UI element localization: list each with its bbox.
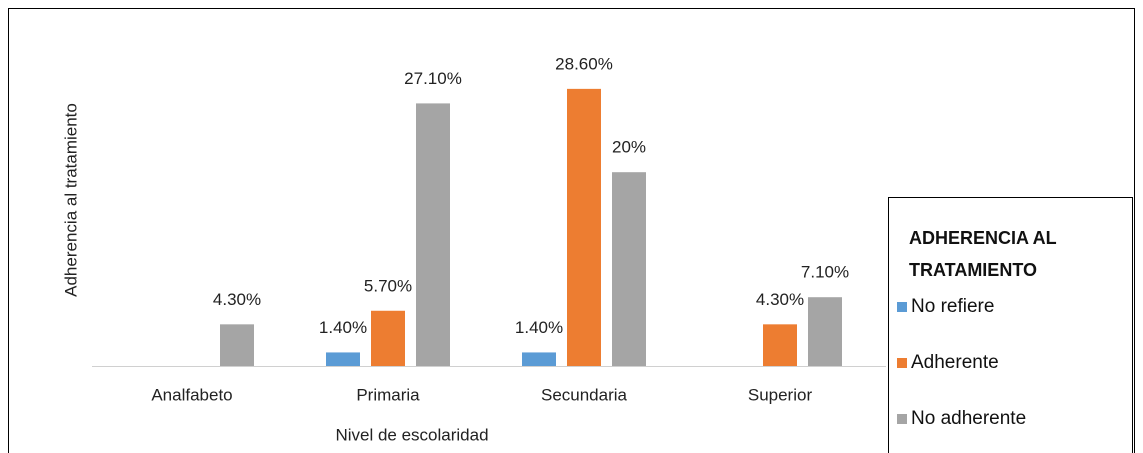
- legend-label: No adherente: [911, 408, 1027, 429]
- x-tick-label: Primaria: [356, 385, 420, 404]
- legend-label: No refiere: [911, 296, 995, 317]
- bar: [612, 172, 646, 366]
- bar: [567, 88, 601, 366]
- data-label: 7.10%: [801, 263, 849, 282]
- bar: [763, 324, 797, 366]
- data-label: 28.60%: [555, 54, 613, 73]
- data-label: 5.70%: [364, 276, 412, 295]
- bar: [220, 324, 254, 366]
- data-label: 4.30%: [756, 290, 804, 309]
- x-tick-label: Secundaria: [541, 385, 628, 404]
- data-label: 1.40%: [319, 318, 367, 337]
- y-axis-label: Adherencia al tratamiento: [61, 103, 80, 297]
- x-tick-label: Analfabeto: [151, 385, 232, 404]
- chart-border: [8, 8, 1135, 453]
- legend-entry: No adherente: [897, 408, 1026, 430]
- bar: [808, 297, 842, 366]
- bar: [371, 310, 405, 366]
- x-tick-label: Superior: [748, 385, 813, 404]
- data-label: 27.10%: [404, 69, 462, 88]
- data-label: 1.40%: [515, 318, 563, 337]
- legend-swatch: [897, 414, 907, 424]
- legend: ADHERENCIA AL TRATAMIENTO No refiere Adhe…: [888, 197, 1133, 453]
- legend-entry: Adherente: [897, 352, 999, 374]
- legend-swatch: [897, 302, 907, 312]
- data-label: 4.30%: [213, 290, 261, 309]
- legend-label: Adherente: [911, 352, 999, 373]
- bar: [326, 352, 360, 366]
- legend-title: ADHERENCIA AL TRATAMIENTO: [909, 228, 1057, 280]
- bar: [416, 103, 450, 366]
- x-axis-label: Nivel de escolaridad: [335, 425, 488, 444]
- legend-entry: No refiere: [897, 296, 994, 318]
- data-label: 20%: [612, 138, 646, 157]
- bar: [522, 352, 556, 366]
- legend-swatch: [897, 358, 907, 368]
